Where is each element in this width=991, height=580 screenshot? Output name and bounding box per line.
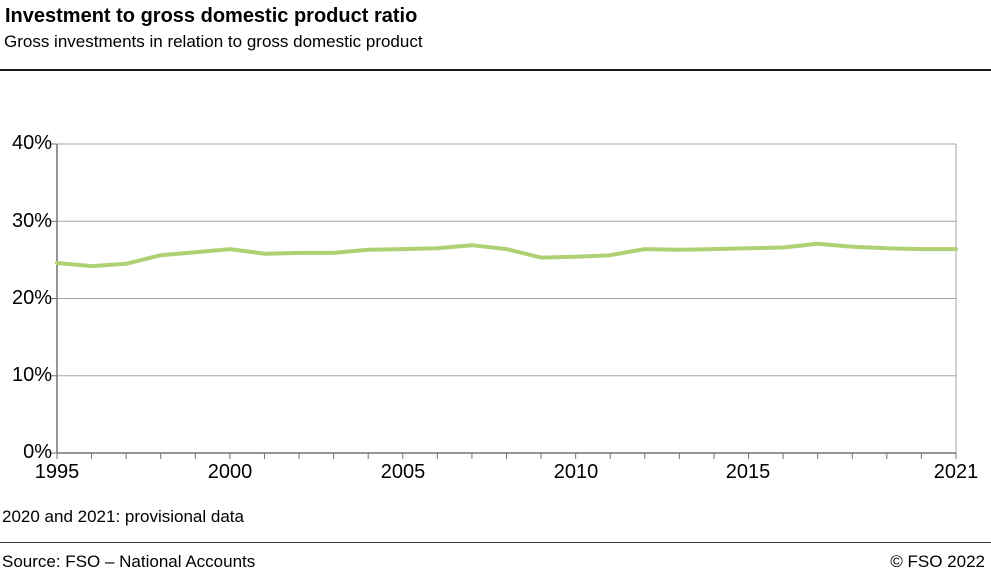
y-tick-label-0: 0%: [23, 441, 52, 463]
x-tick-label-2015: 2015: [725, 461, 771, 483]
x-tick-label-2010: 2010: [553, 461, 599, 483]
copyright-text: © FSO 2022: [890, 552, 985, 571]
y-tick-label-30: 30%: [11, 210, 52, 232]
x-tick-label-2000: 2000: [207, 461, 253, 483]
y-tick-label-10: 10%: [11, 364, 52, 386]
page-subtitle: Gross investments in relation to gross d…: [4, 32, 423, 51]
data-series-line: [55, 241, 958, 269]
y-tick-label-40: 40%: [11, 132, 52, 154]
y-tick-label-20: 20%: [11, 287, 52, 309]
source-text: Source: FSO – National Accounts: [2, 552, 256, 571]
footnote: 2020 and 2021: provisional data: [2, 507, 244, 526]
x-tick-label-1995: 1995: [34, 461, 80, 483]
x-tick-label-2005: 2005: [380, 461, 426, 483]
x-tick-label-2021: 2021: [933, 461, 979, 483]
header-divider: [0, 69, 991, 71]
page-title: Investment to gross domestic product rat…: [5, 5, 418, 27]
footer-divider: [0, 542, 991, 543]
